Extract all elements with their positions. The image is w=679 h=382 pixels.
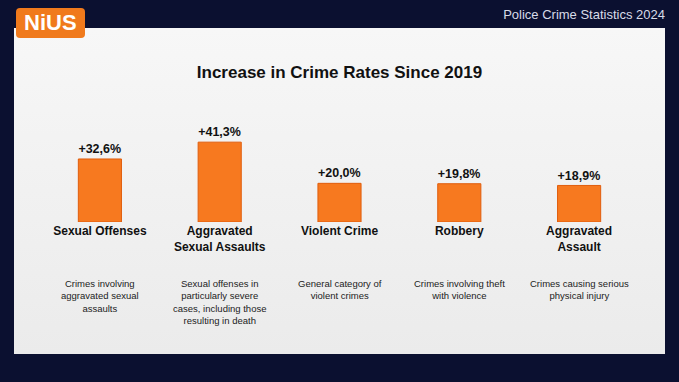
svg-text:Crimes involving theftwith vio: Crimes involving theftwith violence [414, 278, 505, 301]
svg-text:AggravatedAssault: AggravatedAssault [546, 224, 612, 254]
svg-text:AggravatedSexual Assaults: AggravatedSexual Assaults [174, 224, 266, 254]
svg-text:+32,6%: +32,6% [78, 142, 121, 156]
svg-text:General category ofviolent cri: General category ofviolent crimes [298, 278, 382, 301]
svg-text:+20,0%: +20,0% [318, 166, 361, 180]
svg-text:Sexual Offenses: Sexual Offenses [53, 224, 147, 238]
svg-text:Robbery: Robbery [435, 224, 484, 238]
svg-text:+41,3%: +41,3% [198, 125, 241, 139]
svg-text:+18,9%: +18,9% [558, 169, 601, 183]
svg-text:Increase in Crime Rates Since: Increase in Crime Rates Since 2019 [197, 63, 482, 82]
html-text:NiUS: NiUS [24, 10, 77, 35]
svg-text:+19,8%: +19,8% [438, 167, 481, 181]
svg-text:Sexual offenses inparticularly: Sexual offenses inparticularly severecas… [173, 278, 266, 326]
svg-text:Crimes involvingaggravated sex: Crimes involvingaggravated sexualassault… [61, 278, 139, 314]
html-text:Police Crime Statistics 2024: Police Crime Statistics 2024 [503, 7, 665, 22]
svg-text:Crimes causing seriousphysical: Crimes causing seriousphysical injury [530, 278, 629, 301]
svg-text:Violent Crime: Violent Crime [301, 224, 378, 238]
